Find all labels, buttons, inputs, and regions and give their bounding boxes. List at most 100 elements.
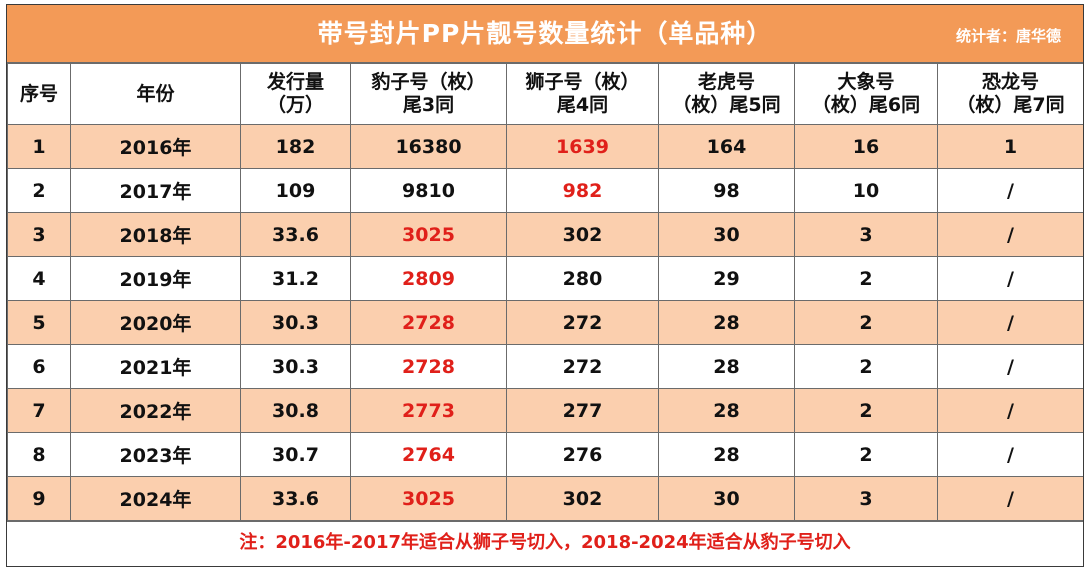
- cell-year: 2018年: [70, 212, 241, 257]
- table-row: 7 2022年 30.8 2773 277 28 2 /: [7, 388, 1083, 433]
- cell-leopard: 3025: [350, 476, 507, 521]
- cell-leopard: 2809: [350, 256, 507, 301]
- cell-dino: /: [937, 300, 1083, 345]
- header-lion: 狮子号（枚） 尾4同: [506, 63, 659, 125]
- cell-year: 2016年: [70, 124, 241, 169]
- footer-note: 注：2016年-2017年适合从狮子号切入，2018-2024年适合从豹子号切入: [7, 521, 1083, 564]
- cell-leopard: 2728: [350, 344, 507, 389]
- cell-issue: 31.2: [240, 256, 351, 301]
- header-elephant-line1: 大象号: [837, 71, 895, 93]
- table-row: 6 2021年 30.3 2728 272 28 2 /: [7, 344, 1083, 389]
- header-issue-line1: 发行量: [266, 71, 324, 93]
- cell-tiger: 28: [658, 388, 795, 433]
- cell-issue: 30.3: [240, 344, 351, 389]
- sheet-title: 带号封片PP片靓号数量统计（单品种）: [317, 19, 773, 48]
- cell-year: 2017年: [70, 168, 241, 213]
- cell-year: 2022年: [70, 388, 241, 433]
- table-row: 5 2020年 30.3 2728 272 28 2 /: [7, 300, 1083, 345]
- header-dino: 恐龙号 （枚）尾7同: [937, 63, 1083, 125]
- cell-lion: 272: [506, 344, 659, 389]
- cell-issue: 30.8: [240, 388, 351, 433]
- cell-leopard: 16380: [350, 124, 507, 169]
- cell-dino: /: [937, 256, 1083, 301]
- cell-lion: 276: [506, 432, 659, 477]
- cell-dino: /: [937, 476, 1083, 521]
- cell-leopard: 2773: [350, 388, 507, 433]
- cell-dino: /: [937, 388, 1083, 433]
- cell-lion: 982: [506, 168, 659, 213]
- cell-issue: 33.6: [240, 476, 351, 521]
- table-row: 8 2023年 30.7 2764 276 28 2 /: [7, 432, 1083, 477]
- header-lion-line1: 狮子号（枚）: [525, 71, 640, 93]
- table-row: 9 2024年 33.6 3025 302 30 3 /: [7, 476, 1083, 521]
- header-elephant-line2: （枚）尾6同: [811, 94, 921, 116]
- header-year-line1: 年份: [136, 82, 175, 105]
- cell-dino: /: [937, 344, 1083, 389]
- stats-table: 序号 年份 发行量 （万） 豹子号（枚） 尾3同 狮子号（枚） 尾4同 老虎号 （枚）尾…: [7, 63, 1083, 521]
- cell-lion: 1639: [506, 124, 659, 169]
- cell-tiger: 28: [658, 432, 795, 477]
- cell-elephant: 2: [794, 300, 938, 345]
- cell-tiger: 30: [658, 212, 795, 257]
- cell-leopard: 3025: [350, 212, 507, 257]
- header-dino-line1: 恐龙号: [981, 71, 1039, 93]
- cell-year: 2020年: [70, 300, 241, 345]
- header-leopard-line2: 尾3同: [402, 94, 455, 116]
- table-row: 1 2016年 182 16380 1639 164 16 1: [7, 124, 1083, 169]
- cell-elephant: 3: [794, 212, 938, 257]
- header-issue: 发行量 （万）: [240, 63, 351, 125]
- cell-elephant: 2: [794, 432, 938, 477]
- table-row: 4 2019年 31.2 2809 280 29 2 /: [7, 256, 1083, 301]
- cell-leopard: 2764: [350, 432, 507, 477]
- cell-tiger: 98: [658, 168, 795, 213]
- author-label: 统计者：唐华德: [955, 27, 1061, 45]
- header-leopard-line1: 豹子号（枚）: [371, 71, 486, 93]
- cell-no: 8: [7, 432, 71, 477]
- cell-year: 2024年: [70, 476, 241, 521]
- cell-issue: 33.6: [240, 212, 351, 257]
- header-tiger-line1: 老虎号: [697, 71, 755, 93]
- cell-lion: 302: [506, 476, 659, 521]
- cell-dino: /: [937, 432, 1083, 477]
- cell-issue: 109: [240, 168, 351, 213]
- cell-elephant: 2: [794, 256, 938, 301]
- cell-lion: 272: [506, 300, 659, 345]
- cell-year: 2023年: [70, 432, 241, 477]
- cell-year: 2021年: [70, 344, 241, 389]
- cell-elephant: 2: [794, 344, 938, 389]
- cell-no: 6: [7, 344, 71, 389]
- cell-issue: 182: [240, 124, 351, 169]
- cell-tiger: 29: [658, 256, 795, 301]
- cell-dino: /: [937, 212, 1083, 257]
- table-row: 2 2017年 109 9810 982 98 10 /: [7, 168, 1083, 213]
- header-lion-line2: 尾4同: [556, 94, 609, 116]
- header-leopard: 豹子号（枚） 尾3同: [350, 63, 507, 125]
- cell-lion: 277: [506, 388, 659, 433]
- header-dino-line2: （枚）尾7同: [956, 94, 1065, 116]
- header-elephant: 大象号 （枚）尾6同: [794, 63, 938, 125]
- cell-lion: 280: [506, 256, 659, 301]
- cell-no: 1: [7, 124, 71, 169]
- cell-no: 4: [7, 256, 71, 301]
- cell-no: 9: [7, 476, 71, 521]
- cell-tiger: 30: [658, 476, 795, 521]
- cell-no: 7: [7, 388, 71, 433]
- title-bar: 带号封片PP片靓号数量统计（单品种） 统计者：唐华德: [7, 5, 1083, 63]
- cell-lion: 302: [506, 212, 659, 257]
- stats-sheet: 带号封片PP片靓号数量统计（单品种） 统计者：唐华德 序号 年份 发行量 （万） …: [6, 4, 1084, 567]
- cell-tiger: 28: [658, 344, 795, 389]
- cell-tiger: 164: [658, 124, 795, 169]
- cell-year: 2019年: [70, 256, 241, 301]
- header-year: 年份: [70, 63, 241, 125]
- cell-no: 2: [7, 168, 71, 213]
- header-no-line1: 序号: [19, 82, 58, 105]
- cell-leopard: 2728: [350, 300, 507, 345]
- header-no: 序号: [7, 63, 71, 125]
- cell-issue: 30.3: [240, 300, 351, 345]
- cell-issue: 30.7: [240, 432, 351, 477]
- cell-leopard: 9810: [350, 168, 507, 213]
- table-row: 3 2018年 33.6 3025 302 30 3 /: [7, 212, 1083, 257]
- cell-no: 3: [7, 212, 71, 257]
- cell-elephant: 3: [794, 476, 938, 521]
- header-row: 序号 年份 发行量 （万） 豹子号（枚） 尾3同 狮子号（枚） 尾4同 老虎号 （枚）尾…: [7, 63, 1083, 125]
